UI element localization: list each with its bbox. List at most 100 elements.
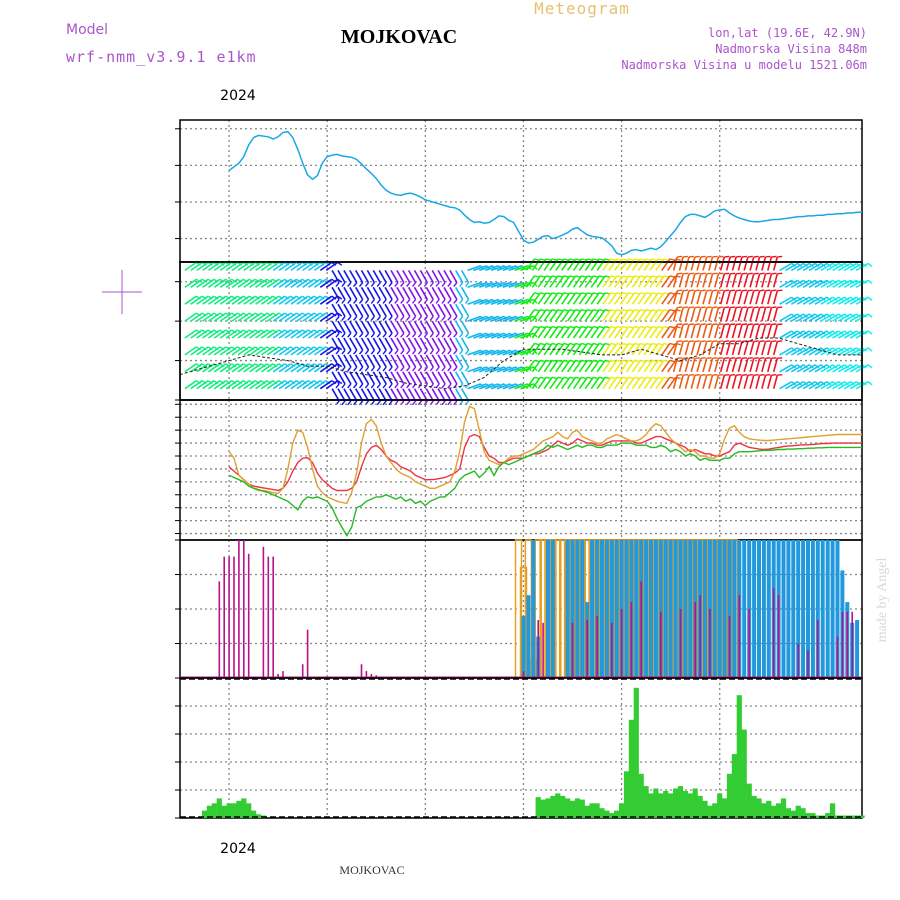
wind-barb-icon [649, 275, 659, 288]
bottom-x-axis: 2024 [220, 841, 256, 857]
wind-barb-icon [266, 329, 280, 339]
wind-barb-icon [534, 342, 540, 346]
wind-barb-icon [785, 364, 799, 373]
wind-barb-icon [596, 376, 606, 390]
wind-barb-icon [678, 324, 684, 339]
wind-barb-icon [599, 359, 605, 363]
wind-barb-icon [213, 380, 227, 390]
wind-barb-icon [747, 323, 753, 326]
wind-barb-icon [208, 295, 221, 305]
wind-barb-icon [677, 357, 683, 359]
wind-barb-icon [358, 366, 364, 372]
wind-barb-icon [534, 275, 540, 278]
wind-barb-icon [646, 292, 652, 295]
wind-barb-icon [761, 358, 767, 373]
wind-barb-icon [557, 258, 563, 261]
wind-barb-icon [449, 286, 458, 300]
wind-barb-icon [546, 292, 552, 295]
wind-barb-icon [634, 359, 640, 363]
high-cloud-bar [727, 540, 732, 678]
wind-barb-icon [593, 359, 599, 363]
wind-barb-icon [394, 315, 399, 321]
low-cloud-bar [542, 622, 544, 678]
wind-barb-icon [599, 275, 605, 278]
wind-barb-icon [460, 354, 470, 368]
low-cloud-bar [571, 622, 574, 678]
wind-barb-icon [467, 332, 481, 339]
wind-barb-icon [534, 325, 540, 329]
wind-barb-icon [349, 354, 358, 368]
wind-barb-icon [429, 299, 434, 304]
wind-barb-icon [700, 340, 706, 343]
precip-bar [638, 773, 644, 818]
precip-bar [545, 798, 551, 818]
wind-barb-icon [460, 337, 470, 351]
high-cloud-bar [855, 620, 860, 678]
wind-barb-icon [747, 255, 753, 258]
wind-barb-icon [347, 282, 352, 287]
wind-barb-icon [459, 299, 464, 304]
wind-barb-icon [802, 313, 816, 322]
wind-barb-icon [614, 292, 624, 305]
precip-bar [565, 798, 571, 818]
wind-barb-icon [355, 371, 364, 385]
precip-bar [555, 793, 561, 818]
wind-barb-icon [849, 330, 863, 339]
wind-barb-icon [736, 357, 742, 359]
wind-barb-icon [684, 307, 690, 322]
wind-barb-icon [543, 309, 553, 322]
wind-barb-icon [455, 303, 464, 317]
wind-barb-icon [628, 359, 634, 363]
wind-barb-icon [777, 340, 783, 343]
wind-barb-icon [355, 354, 364, 368]
wind-barb-icon [767, 324, 773, 339]
wind-barb-icon [619, 275, 630, 288]
wind-barb-icon [663, 275, 669, 278]
wind-barb-icon [761, 256, 767, 271]
wind-barb-icon [525, 292, 536, 305]
wind-barb-icon [578, 343, 589, 356]
low-cloud-bar [660, 611, 662, 678]
wind-barb-icon [384, 303, 393, 317]
wind-barb-icon [308, 329, 321, 339]
wind-barb-icon [747, 289, 753, 292]
wind-barb-icon [431, 388, 440, 402]
wind-barb-icon [225, 278, 239, 288]
wind-barb-icon [616, 275, 622, 278]
wind-barb-icon [431, 354, 440, 368]
wind-barb-icon [400, 299, 405, 304]
wind-barb-icon [370, 332, 375, 338]
wind-barb-icon [741, 306, 748, 309]
wind-barb-icon [604, 342, 611, 346]
wind-barb-icon [771, 272, 777, 275]
wind-barb-icon [725, 341, 731, 356]
precip-bar [702, 800, 708, 818]
low-cloud-bar [807, 650, 809, 678]
wind-barb-icon [419, 270, 429, 283]
wind-barb-icon [616, 359, 622, 363]
wind-barb-icon [296, 261, 309, 272]
wind-barb-icon [278, 346, 292, 356]
wind-barb-icon [657, 275, 664, 278]
wind-barb-icon [372, 388, 381, 402]
low-cloud-bar [836, 636, 839, 678]
wind-barb-icon [677, 340, 683, 343]
wind-barb-icon [366, 303, 376, 317]
wind-barb-icon [208, 380, 221, 390]
precip-bar [785, 808, 791, 818]
wind-barb-icon [341, 299, 346, 304]
wind-barb-icon [599, 292, 605, 295]
wind-barb-icon [743, 374, 749, 389]
wind-barb-icon [353, 299, 358, 304]
wind-barb-icon [319, 261, 333, 272]
wind-barb-icon [394, 366, 399, 372]
wind-barb-icon [419, 320, 429, 334]
wind-barb-icon [730, 340, 736, 343]
wind-barb-icon [376, 332, 381, 338]
wind-barb-icon [702, 307, 708, 322]
wind-barb-icon [349, 303, 358, 317]
wind-barb-icon [640, 258, 646, 261]
wind-barb-icon [543, 326, 553, 339]
wind-barb-icon [779, 313, 793, 322]
wind-barb-icon [555, 376, 565, 390]
